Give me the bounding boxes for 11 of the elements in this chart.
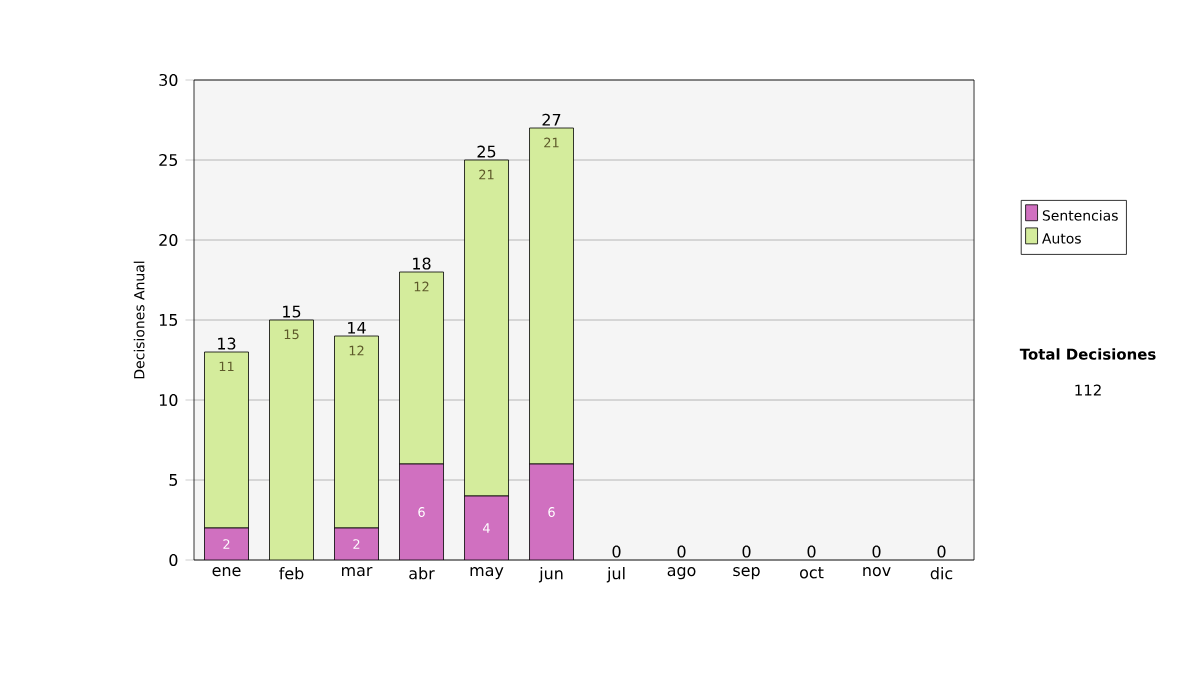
bar: [529, 463, 574, 560]
bar: [529, 127, 574, 465]
bar: [269, 319, 314, 560]
bar: [399, 463, 444, 560]
bar: [334, 527, 379, 560]
bar: [399, 271, 444, 465]
bar: [204, 351, 249, 529]
bar: [464, 159, 509, 497]
bar: [204, 527, 249, 560]
bar: [334, 335, 379, 529]
bar: [464, 495, 509, 560]
